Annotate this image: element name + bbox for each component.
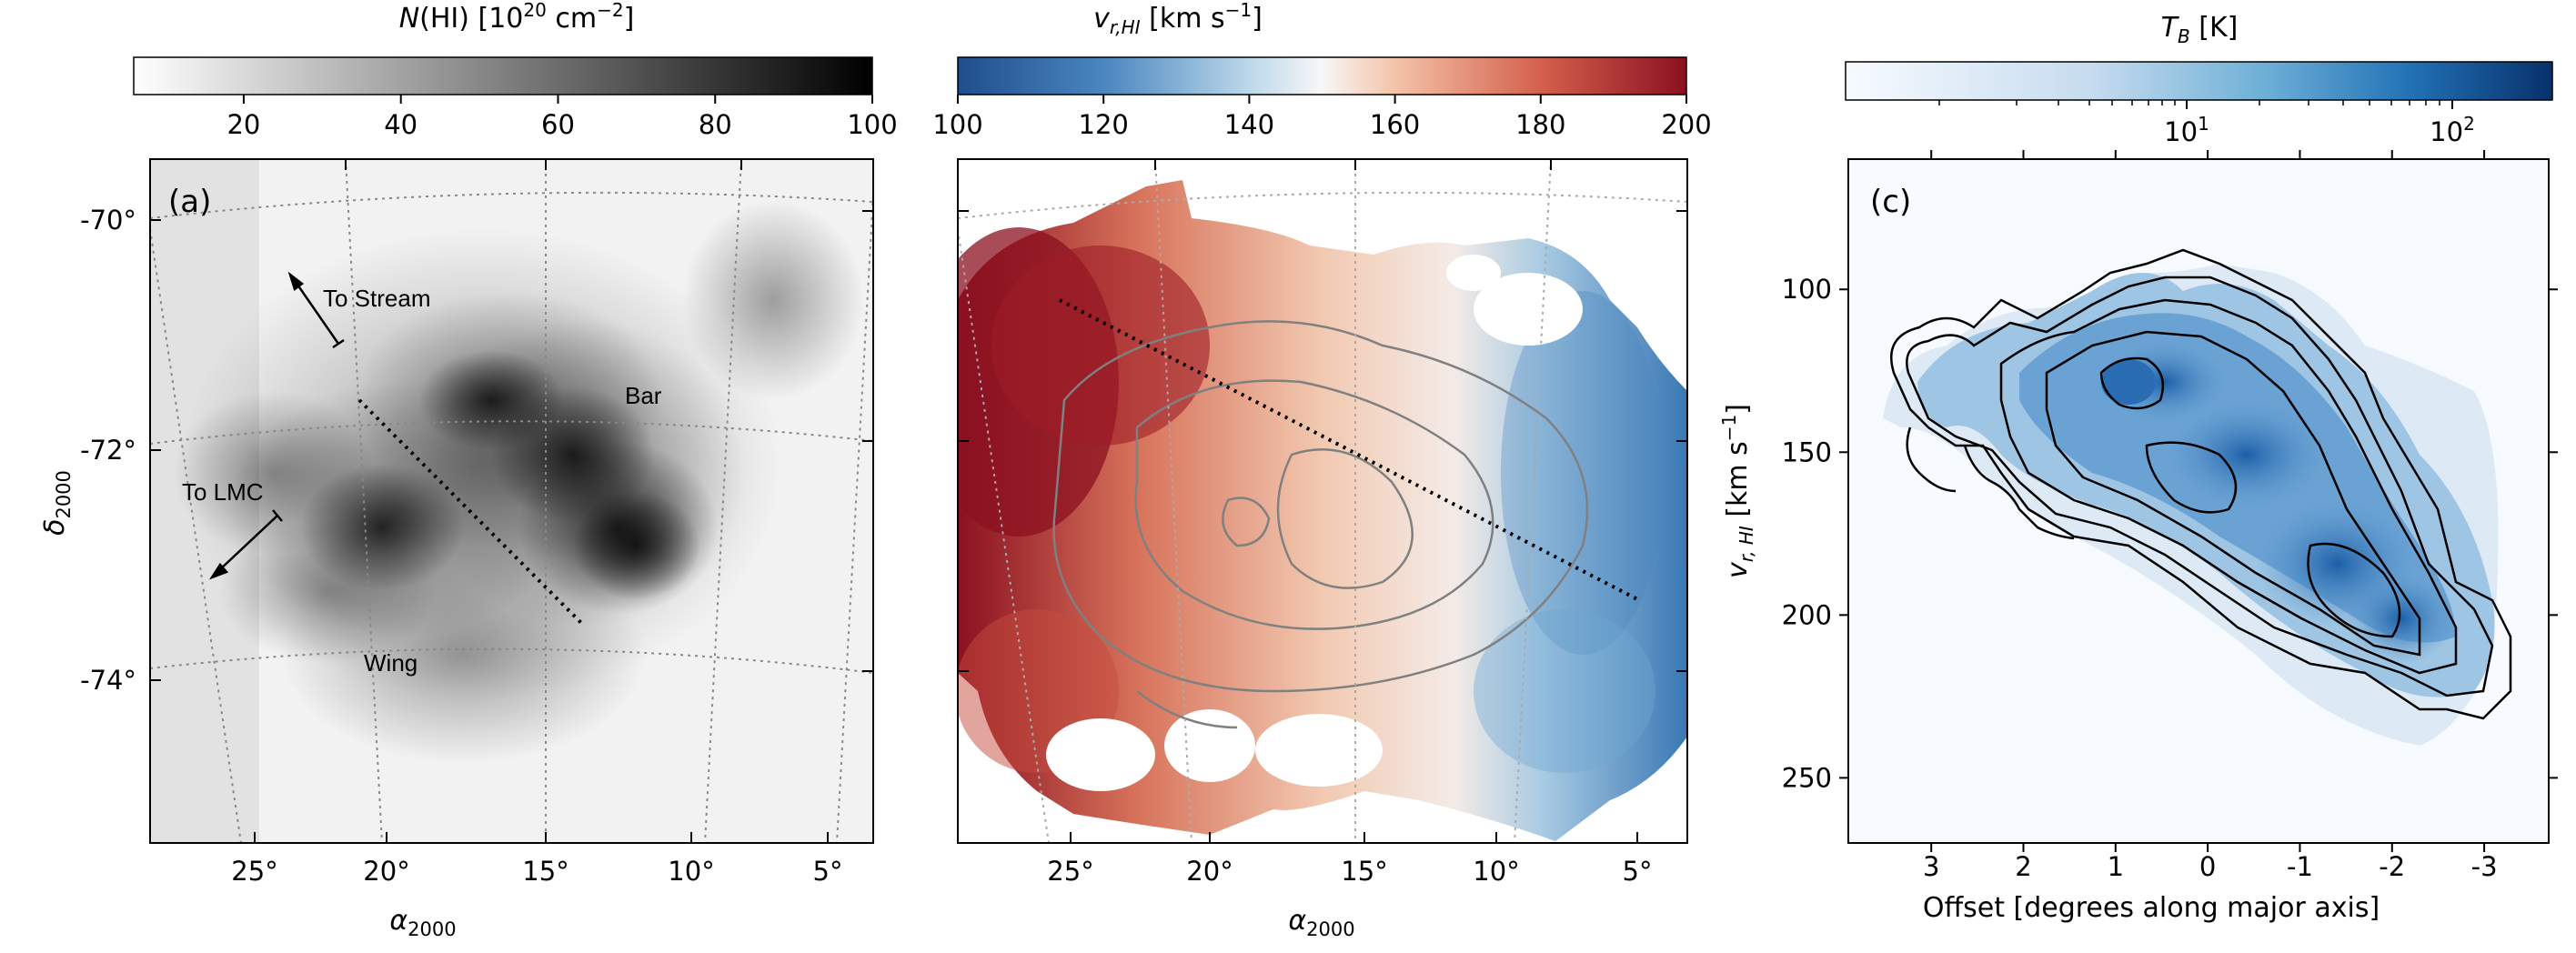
x-label-c: Offset [degrees along major axis] [1923, 892, 2380, 924]
y-tick-label-a: -74° [80, 665, 136, 696]
colorbar-b-ticks: 100 120 140 160 180 200 [932, 95, 1712, 140]
map-a-frame [149, 158, 874, 844]
map-a-hi-column-density [150, 159, 864, 843]
colorbar-b-tick-label: 160 [1370, 109, 1420, 140]
map-b-velocity-field [958, 180, 1687, 841]
x-tick-label-a: 5° [813, 856, 843, 887]
colorbar-a-tick-label: 100 [847, 109, 897, 140]
y-ticks-a: -70° -72° -74° [80, 205, 161, 696]
arrow-to-lmc [208, 509, 283, 580]
colorbar-c-bar [1845, 61, 2553, 101]
colorbar-b-tick-label: 180 [1515, 109, 1565, 140]
colorbar-c-tick-100: 102 [2430, 113, 2475, 147]
pv-contours [1889, 248, 2512, 720]
y-tick-label-a: -72° [80, 435, 136, 466]
panel-label-c: (c) [1870, 184, 1911, 220]
colorbar-a: N(HI) [1020 cm−2] 20 40 60 80 100 [133, 0, 898, 140]
colorbar-b-tick-label: 100 [932, 109, 982, 140]
colorbar-c-label: TB [K] [2161, 12, 2239, 47]
x-tick-label-c: 2 [2015, 851, 2031, 882]
x-ticks-a: 25° 20° 15° 10° 5° [231, 832, 842, 887]
colorbar-b-tick-label: 200 [1661, 109, 1711, 140]
annotation-bar: Bar [625, 382, 662, 409]
x-tick-label-c: 0 [2199, 851, 2216, 882]
colorbar-b-label: vr,HI [km s−1] [1093, 0, 1263, 38]
x-tick-label-c: 3 [1923, 851, 1939, 882]
colorbar-a-label: N(HI) [1020 cm−2] [399, 0, 635, 35]
x-ticks-c: 3 2 1 0 -1 -2 -3 [1923, 150, 2498, 882]
y-label-a: δ2000 [39, 470, 75, 536]
column-density-contours-b [1052, 320, 1589, 729]
graticule-b [958, 159, 1687, 843]
arrow-to-stream [287, 271, 345, 349]
colorbar-a-tick-label: 20 [226, 109, 260, 140]
major-axis-line-a [357, 398, 584, 626]
x-tick-label-c: -1 [2287, 851, 2313, 882]
colorbar-a-tick-label: 80 [699, 109, 732, 140]
x-tick-label-a: 10° [668, 856, 714, 887]
x-tick-label-c: -2 [2379, 851, 2405, 882]
panel-b: vr,HI [km s−1] 100 120 140 160 180 200 [932, 0, 1711, 940]
x-tick-label-a: 25° [231, 856, 277, 887]
y-tick-label-c: 200 [1782, 599, 1832, 630]
colorbar-c-minor-ticks [1938, 100, 2440, 105]
colorbar-a-tick-label: 40 [384, 109, 418, 140]
graticule-a [150, 159, 873, 843]
y-tick-label-a: -70° [80, 205, 136, 236]
map-b-frame [957, 158, 1688, 844]
y-tick-label-c: 150 [1782, 436, 1832, 467]
panel-label-a: (a) [168, 184, 211, 220]
x-tick-label-a: 20° [363, 856, 409, 887]
colorbar-b-tick-label: 140 [1224, 109, 1274, 140]
colorbar-b-bar [957, 56, 1687, 95]
x-tick-label-a: 15° [522, 856, 569, 887]
frame-ticks-a [345, 159, 873, 672]
x-label-b: α2000 [1288, 905, 1354, 940]
annotation-wing: Wing [364, 649, 418, 677]
colorbar-b-tick-label: 120 [1079, 109, 1129, 140]
x-ticks-b: 25° 20° 15° 10° 5° [1047, 832, 1652, 887]
colorbar-c-major-ticks [2186, 100, 2453, 109]
panel-a: N(HI) [1020 cm−2] 20 40 60 80 100 [39, 0, 898, 940]
colorbar-c: TB [K] 101 102 [1845, 12, 2553, 147]
y-tick-label-c: 100 [1782, 274, 1832, 305]
y-label-c: vr, HI [km s−1] [1718, 404, 1757, 578]
colorbar-a-tick-label: 60 [541, 109, 575, 140]
frame-ticks-b [958, 159, 1687, 672]
y-ticks-c: 100 150 200 250 [1782, 274, 2558, 793]
x-tick-label-b: 25° [1047, 856, 1093, 887]
x-tick-label-b: 10° [1473, 856, 1519, 887]
x-label-a: α2000 [389, 905, 456, 940]
annotation-to-lmc: To LMC [182, 478, 264, 506]
x-tick-label-c: -3 [2471, 851, 2498, 882]
y-tick-label-c: 250 [1782, 762, 1832, 793]
annotation-to-stream: To Stream [323, 285, 431, 312]
colorbar-a-ticks: 20 40 60 80 100 [226, 95, 898, 140]
x-tick-label-b: 15° [1341, 856, 1387, 887]
colorbar-c-tick-10: 101 [2164, 113, 2209, 147]
colorbar-a-bar [133, 56, 873, 95]
colorbar-b: vr,HI [km s−1] 100 120 140 160 180 200 [932, 0, 1711, 140]
pv-frame [1847, 158, 2550, 844]
panel-c: TB [K] 101 102 [1718, 12, 2558, 924]
x-tick-label-b: 20° [1186, 856, 1233, 887]
x-tick-label-b: 5° [1623, 856, 1653, 887]
x-tick-label-c: 1 [2108, 851, 2124, 882]
major-axis-line-b [1059, 298, 1640, 602]
